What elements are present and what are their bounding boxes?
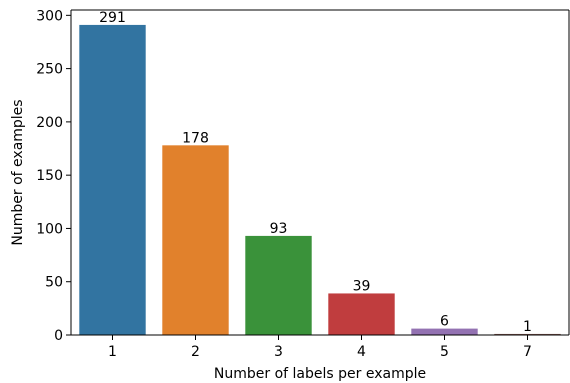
bar-5: [411, 328, 478, 335]
bar-7: [494, 333, 561, 335]
x-tick-label-1: 1: [108, 344, 117, 360]
x-tick-label-7: 7: [523, 344, 532, 360]
y-tick-label-250: 250: [36, 62, 63, 78]
x-axis-ticks: 1 2 3 4 5 7: [108, 335, 532, 360]
bar-4: [328, 293, 395, 335]
x-tick-label-4: 4: [357, 344, 366, 360]
data-label-1: 291: [99, 10, 126, 26]
y-tick-label-0: 0: [54, 328, 63, 344]
bar-3: [245, 235, 312, 335]
data-label-7: 1: [523, 319, 532, 335]
data-label-3: 93: [270, 221, 288, 237]
y-tick-label-300: 300: [36, 8, 63, 24]
x-tick-label-2: 2: [191, 344, 200, 360]
data-label-2: 178: [182, 130, 209, 146]
x-tick-label-3: 3: [274, 344, 283, 360]
data-label-4: 39: [353, 278, 371, 294]
y-axis-label: Number of examples: [10, 99, 26, 245]
x-axis-label: Number of labels per example: [214, 366, 426, 382]
y-tick-label-100: 100: [36, 221, 63, 237]
bars-group: [79, 24, 561, 336]
y-axis-ticks: 0 50 100 150 200 250 300: [36, 8, 71, 344]
axes-frame: [70, 9, 570, 336]
y-tick-label-50: 50: [45, 275, 63, 291]
y-tick-label-200: 200: [36, 115, 63, 131]
x-tick-label-5: 5: [440, 344, 449, 360]
data-labels-group: 291 178 93 39 6 1: [99, 10, 532, 335]
data-label-5: 6: [440, 314, 449, 330]
y-tick-label-150: 150: [36, 168, 63, 184]
bar-1: [79, 24, 146, 336]
bar-2: [162, 145, 229, 335]
